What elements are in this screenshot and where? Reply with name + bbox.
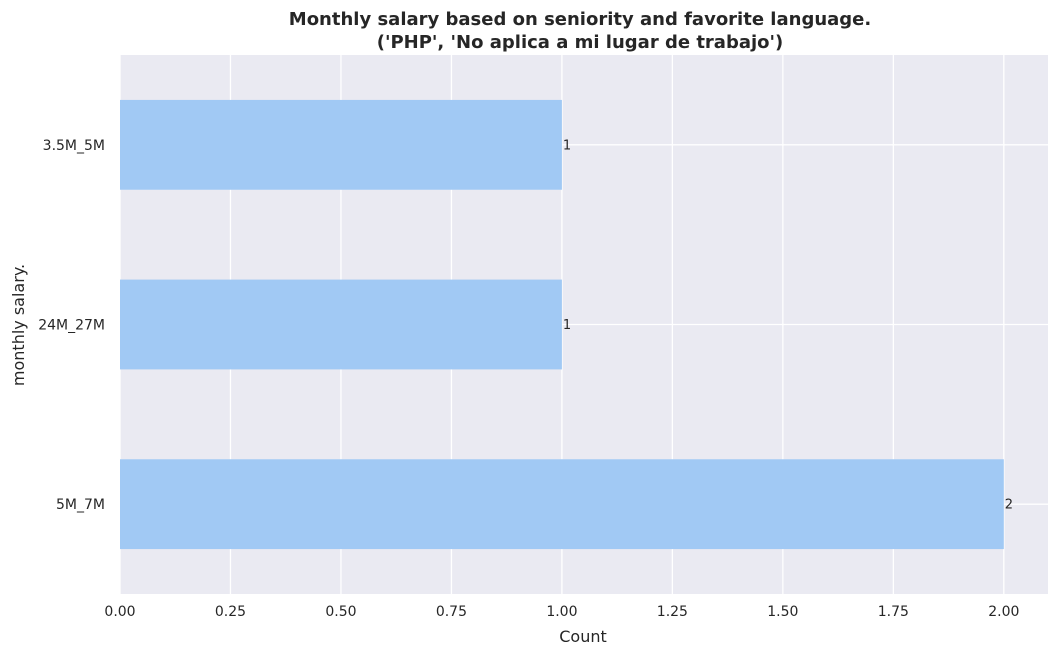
x-tick-label: 1.00 [546,604,577,620]
y-tick-label: 24M_27M [38,318,105,334]
y-tick-label: 5M_7M [56,497,105,513]
x-tick-label: 0.25 [215,604,246,620]
bar-24M_27M [120,279,562,370]
x-tick-label: 0.75 [436,604,467,620]
data-label-24M_27M: 1 [563,318,571,333]
bars: 1 1 2 [120,99,1013,550]
x-axis-label: Count [559,627,607,646]
bar-3.5M_5M [120,99,562,190]
x-tick-label: 1.25 [657,604,688,620]
y-axis-label: monthly salary. [9,264,28,386]
data-label-5M_7M: 2 [1005,498,1013,513]
x-tick-label: 1.75 [878,604,909,620]
bar-5M_7M [120,459,1004,550]
data-label-3.5M_5M: 1 [563,138,571,153]
y-tick-labels: 3.5M_5M 24M_27M 5M_7M [38,138,105,513]
x-tick-label: 0.00 [104,604,135,620]
y-tick-label: 3.5M_5M [43,138,105,154]
x-tick-labels: 0.00 0.25 0.50 0.75 1.00 1.25 1.50 1.75 2.00 [104,604,1019,620]
x-tick-label: 2.00 [988,604,1019,620]
chart-title: Monthly salary based on seniority and fa… [289,9,871,30]
x-tick-label: 0.50 [325,604,356,620]
chart-subtitle: ('PHP', 'No aplica a mi lugar de trabajo… [377,32,784,53]
x-tick-label: 1.50 [767,604,798,620]
